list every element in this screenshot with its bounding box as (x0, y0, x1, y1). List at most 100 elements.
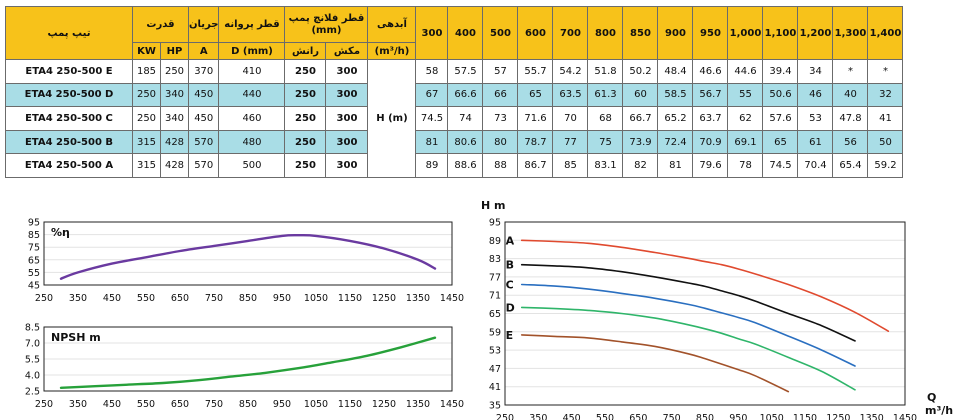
x-tick-label: 450 (103, 399, 121, 410)
x-tick-label: 1450 (440, 399, 464, 410)
y-tick-label: 89 (489, 236, 501, 247)
y-tick-label: 83 (489, 254, 501, 265)
flow-col-11: 1,200 (797, 6, 834, 60)
y-tick-label: 45 (28, 281, 40, 292)
x-tick-label: 1050 (304, 293, 328, 304)
x-tick-label: 750 (205, 293, 223, 304)
a-cell: 450 (187, 82, 220, 108)
header-flow: آبدهی (367, 6, 417, 43)
x-tick-label: 1450 (893, 413, 917, 420)
hp-cell: 340 (160, 82, 189, 108)
head-value-cell: 66.6 (447, 82, 484, 108)
head-value-cell: 63.7 (692, 106, 729, 131)
head-value-cell: 81 (415, 129, 449, 155)
x-tick-label: 950 (273, 293, 291, 304)
head-value-cell: 83.1 (587, 153, 624, 178)
head-value-cell: 65 (762, 129, 799, 155)
series-line-D (520, 306, 856, 391)
x-tick-label: 1050 (304, 399, 328, 410)
kw-cell: 250 (132, 82, 161, 108)
head-value-cell: 55 (727, 82, 764, 108)
head-value-cell: 79.6 (692, 153, 729, 178)
discharge-cell: 250 (284, 129, 327, 155)
head-value-cell: 61 (797, 129, 834, 155)
flow-col-0: 300 (415, 6, 449, 60)
series-line (59, 233, 437, 280)
unit-a: A (187, 42, 220, 60)
x-axis-unit: m³/h (925, 404, 953, 417)
y-tick-label: 41 (489, 382, 501, 393)
x-tick-label: 1050 (760, 413, 784, 420)
head-value-cell: 89 (415, 153, 449, 178)
y-tick-label: 7.0 (25, 339, 40, 350)
head-value-cell: 88 (482, 153, 519, 178)
x-tick-label: 1150 (338, 399, 362, 410)
x-tick-label: 1250 (826, 413, 850, 420)
series-line-B (520, 263, 856, 342)
series-label-B: B (506, 259, 514, 272)
chart-label: %η (51, 226, 70, 239)
head-value-cell: 74 (447, 106, 484, 131)
y-tick-label: 65 (489, 309, 501, 320)
x-tick-label: 350 (69, 293, 87, 304)
head-value-cell: 48.4 (657, 59, 694, 84)
head-value-cell: 50.2 (622, 59, 659, 84)
x-tick-label: 450 (103, 293, 121, 304)
plot-frame (504, 221, 906, 406)
head-value-cell: 60 (622, 82, 659, 108)
x-tick-label: 950 (273, 399, 291, 410)
head-value-cell: 67 (415, 82, 449, 108)
y-tick-label: 8.5 (25, 323, 40, 334)
table-row: ETA4 250-500 A 315 428 570 500 250 300 89 88.6 88… (5, 153, 904, 178)
suction-cell: 300 (325, 106, 369, 131)
head-value-cell: * (832, 59, 869, 84)
table-row: ETA4 250-500 C 250 340 450 460 250 300 74.5 74 73… (5, 106, 904, 131)
head-value-cell: 56.7 (692, 82, 729, 108)
model-cell: ETA4 250-500 E (5, 59, 133, 84)
flow-col-4: 700 (552, 6, 589, 60)
flow-col-9: 1,000 (727, 6, 764, 60)
head-value-cell: 58.5 (657, 82, 694, 108)
series-label-D: D (506, 301, 515, 314)
head-value-cell: 69.1 (727, 129, 764, 155)
head-value-cell: 46 (797, 82, 834, 108)
head-value-cell: 77 (552, 129, 589, 155)
head-value-cell: 59.2 (867, 153, 904, 178)
flow-col-12: 1,300 (832, 6, 869, 60)
head-value-cell: 51.8 (587, 59, 624, 84)
head-value-cell: 73.9 (622, 129, 659, 155)
a-cell: 570 (187, 153, 220, 178)
d-cell: 500 (218, 153, 286, 178)
x-tick-label: 550 (137, 293, 155, 304)
head-value-cell: 86.7 (517, 153, 554, 178)
y-tick-label: 85 (28, 230, 40, 241)
unit-discharge: رانش (284, 42, 327, 60)
x-tick-label: 1250 (372, 399, 396, 410)
x-tick-label: 350 (69, 399, 87, 410)
flow-col-3: 600 (517, 6, 554, 60)
header-flange: قطر فلانچ پمپ (mm) (284, 6, 369, 43)
y-tick-label: 55 (28, 268, 40, 279)
x-tick-label: 1350 (406, 399, 430, 410)
hp-cell: 250 (160, 59, 189, 84)
unit-kw: KW (132, 42, 161, 60)
series-line-E (520, 334, 790, 393)
series-label-E: E (506, 329, 514, 342)
head-value-cell: 78 (727, 153, 764, 178)
x-tick-label: 650 (171, 399, 189, 410)
flow-col-6: 850 (622, 6, 659, 60)
head-value-cell: 80 (482, 129, 519, 155)
head-value-cell: 70.4 (797, 153, 834, 178)
head-value-cell: 75 (587, 129, 624, 155)
head-value-cell: 32 (867, 82, 904, 108)
series-label-A: A (506, 234, 515, 247)
head-value-cell: 73 (482, 106, 519, 131)
series-line-C (520, 283, 856, 367)
x-tick-label: 250 (35, 399, 53, 410)
head-value-cell: * (867, 59, 904, 84)
y-tick-label: 47 (489, 364, 501, 375)
d-cell: 410 (218, 59, 286, 84)
y-tick-label: 35 (489, 401, 501, 412)
table-row: ETA4 250-500 E 185 250 370 410 250 300 H (m) 58 5… (5, 59, 904, 178)
